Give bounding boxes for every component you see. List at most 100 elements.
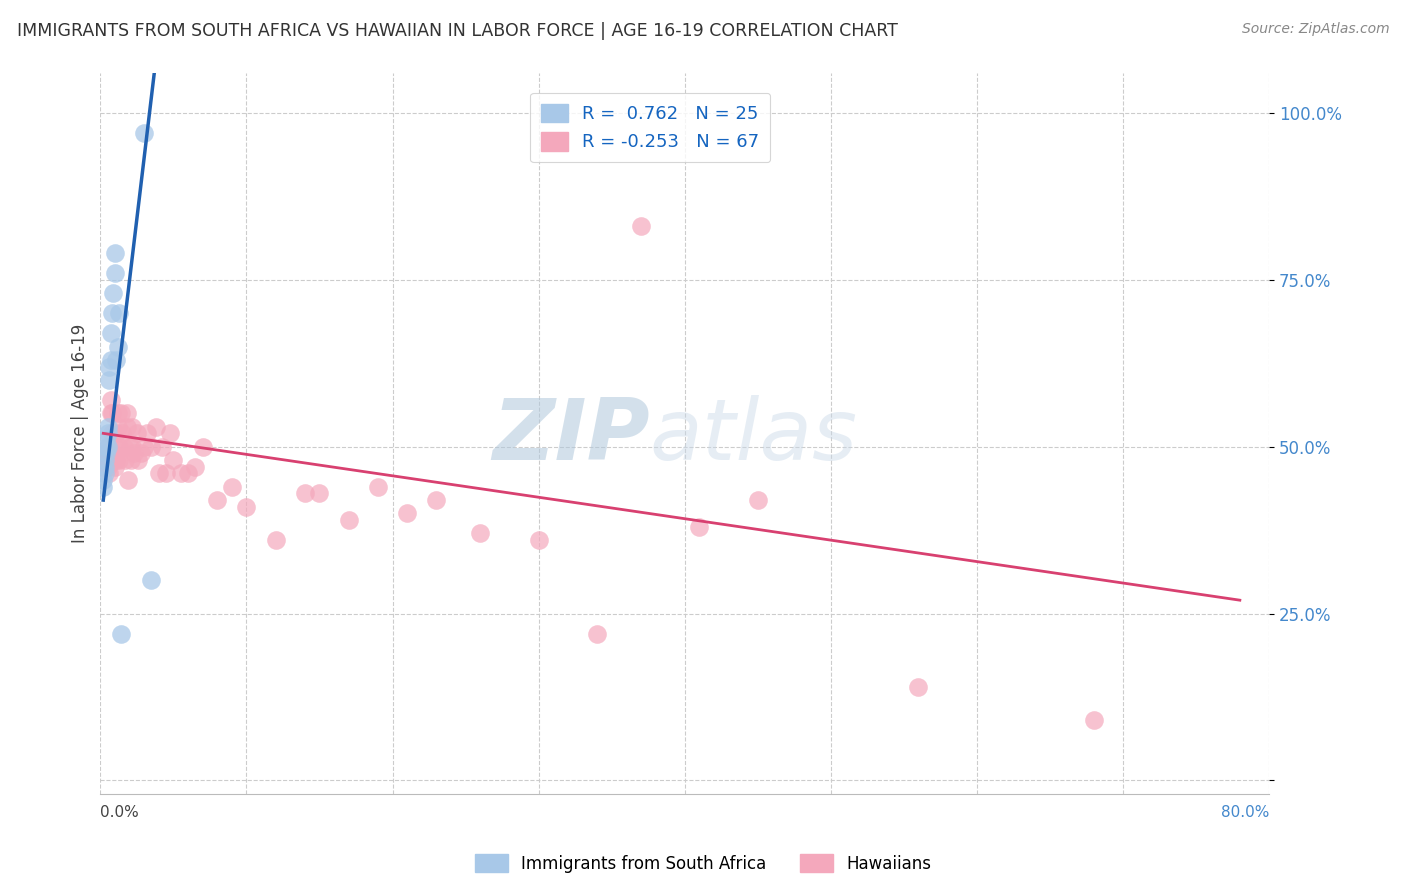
Point xyxy=(170,467,193,481)
Point xyxy=(97,419,120,434)
Point xyxy=(101,406,124,420)
Text: atlas: atlas xyxy=(650,395,858,478)
Point xyxy=(93,453,115,467)
Point xyxy=(1083,714,1105,728)
Point xyxy=(104,246,127,260)
Point xyxy=(108,453,131,467)
Point xyxy=(177,467,200,481)
Point xyxy=(121,419,143,434)
Point xyxy=(110,626,132,640)
Point xyxy=(98,446,121,460)
Point xyxy=(98,373,121,387)
Point xyxy=(104,440,127,454)
Point xyxy=(97,440,120,454)
Point xyxy=(907,680,929,694)
Point xyxy=(159,426,181,441)
Point xyxy=(337,513,360,527)
Point xyxy=(112,440,135,454)
Point xyxy=(101,426,124,441)
Point xyxy=(527,533,550,548)
Point xyxy=(630,219,652,234)
Legend: R =  0.762   N = 25, R = -0.253   N = 67: R = 0.762 N = 25, R = -0.253 N = 67 xyxy=(530,93,770,162)
Point xyxy=(100,406,122,420)
Text: 0.0%: 0.0% xyxy=(100,805,139,820)
Point xyxy=(148,467,170,481)
Point xyxy=(105,426,128,441)
Point xyxy=(107,340,129,354)
Point xyxy=(100,326,122,341)
Point xyxy=(425,493,447,508)
Point xyxy=(91,480,114,494)
Point xyxy=(108,306,131,320)
Point xyxy=(141,440,163,454)
Point xyxy=(150,440,173,454)
Point xyxy=(105,453,128,467)
Point xyxy=(120,453,142,467)
Point xyxy=(104,266,127,280)
Point xyxy=(111,426,134,441)
Point xyxy=(396,507,419,521)
Point xyxy=(100,392,122,407)
Point xyxy=(96,433,118,447)
Point xyxy=(97,426,120,441)
Point xyxy=(103,453,125,467)
Y-axis label: In Labor Force | Age 16-19: In Labor Force | Age 16-19 xyxy=(72,324,89,543)
Text: Source: ZipAtlas.com: Source: ZipAtlas.com xyxy=(1241,22,1389,37)
Point xyxy=(235,500,257,514)
Point xyxy=(125,426,148,441)
Point xyxy=(367,480,389,494)
Point xyxy=(115,406,138,420)
Point xyxy=(96,459,118,474)
Point xyxy=(191,440,214,454)
Point xyxy=(93,459,115,474)
Point xyxy=(308,486,330,500)
Point xyxy=(96,446,118,460)
Point xyxy=(134,440,156,454)
Point xyxy=(110,406,132,420)
Point xyxy=(586,626,609,640)
Point xyxy=(141,573,163,587)
Point xyxy=(98,359,121,374)
Point xyxy=(747,493,769,508)
Point xyxy=(122,446,145,460)
Point xyxy=(184,459,207,474)
Point xyxy=(97,459,120,474)
Point xyxy=(103,286,125,301)
Point xyxy=(688,520,710,534)
Point xyxy=(104,459,127,474)
Text: IMMIGRANTS FROM SOUTH AFRICA VS HAWAIIAN IN LABOR FORCE | AGE 16-19 CORRELATION : IMMIGRANTS FROM SOUTH AFRICA VS HAWAIIAN… xyxy=(17,22,898,40)
Legend: Immigrants from South Africa, Hawaiians: Immigrants from South Africa, Hawaiians xyxy=(468,847,938,880)
Point xyxy=(115,419,138,434)
Point xyxy=(107,406,129,420)
Point xyxy=(294,486,316,500)
Point xyxy=(98,467,121,481)
Point xyxy=(91,473,114,487)
Point xyxy=(145,419,167,434)
Point xyxy=(264,533,287,548)
Text: ZIP: ZIP xyxy=(492,395,650,478)
Point xyxy=(103,446,125,460)
Point xyxy=(118,440,141,454)
Point xyxy=(93,453,115,467)
Point xyxy=(134,126,156,140)
Point xyxy=(205,493,228,508)
Point xyxy=(129,446,152,460)
Point xyxy=(93,467,115,481)
Point xyxy=(101,306,124,320)
Point xyxy=(114,453,136,467)
Point xyxy=(97,440,120,454)
Point xyxy=(155,467,177,481)
Point xyxy=(162,453,184,467)
Text: 80.0%: 80.0% xyxy=(1220,805,1270,820)
Point xyxy=(96,446,118,460)
Point xyxy=(108,440,131,454)
Point xyxy=(127,453,149,467)
Point xyxy=(136,426,159,441)
Point xyxy=(470,526,492,541)
Point xyxy=(96,440,118,454)
Point xyxy=(221,480,243,494)
Point xyxy=(105,353,128,368)
Point xyxy=(117,473,139,487)
Point xyxy=(107,419,129,434)
Point xyxy=(121,440,143,454)
